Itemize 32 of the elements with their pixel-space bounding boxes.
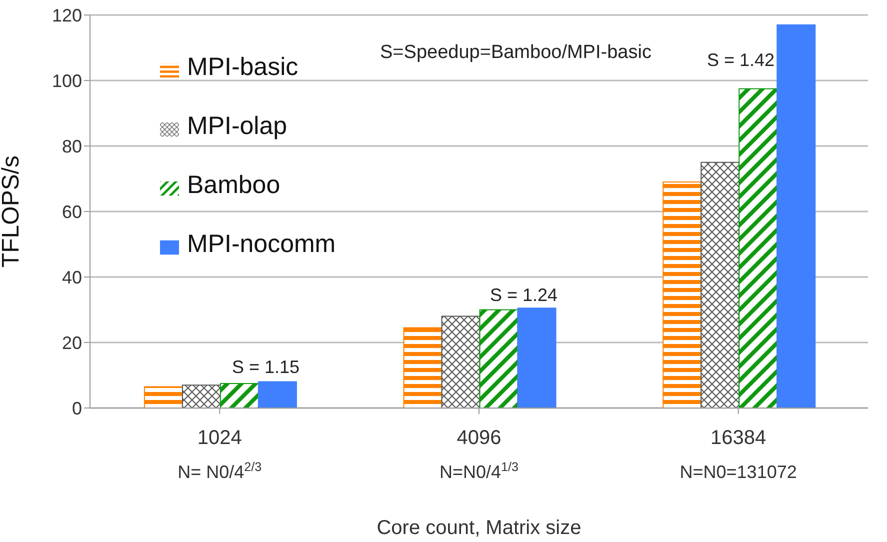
x-tick-label: 16384 N=N0=131072 [680,427,797,482]
bar [182,384,221,408]
y-tick-label: 100 [52,70,82,91]
bar [776,24,816,408]
bar [738,88,778,408]
bar [479,309,518,408]
bar [700,162,740,408]
y-tick-label: 40 [62,267,82,288]
y-tick-label: 0 [72,398,82,418]
bar [258,381,297,408]
x-axis-title: Core count, Matrix size [376,517,582,539]
annotation: S=Speedup=Bamboo/MPI-basic [380,42,652,64]
bar [662,182,702,408]
annotation: S = 1.42 [707,50,775,71]
legend-label: MPI-olap [187,112,288,140]
y-tick-label: 20 [62,332,82,353]
y-tick-label: 120 [52,5,82,26]
y-tick-label: 60 [62,202,82,222]
annotation: S = 1.24 [490,285,558,306]
legend-label: Bamboo [187,171,280,199]
legend-label: MPI-nocomm [187,230,336,258]
bar [403,327,442,408]
bar [144,386,183,408]
x-tick-label: 1024 N= N0/4$^{2/3}$ [178,427,262,482]
bar [517,308,556,408]
y-tick-label: 80 [62,136,82,156]
bar [441,316,480,408]
annotation: S = 1.15 [232,357,300,378]
bar [220,382,259,408]
y-axis-title: TFLOPS/s [0,155,25,268]
legend-label: MPI-basic [187,53,298,81]
x-tick-label: 4096 N=N0/4$^{1/3}$ [439,427,519,482]
